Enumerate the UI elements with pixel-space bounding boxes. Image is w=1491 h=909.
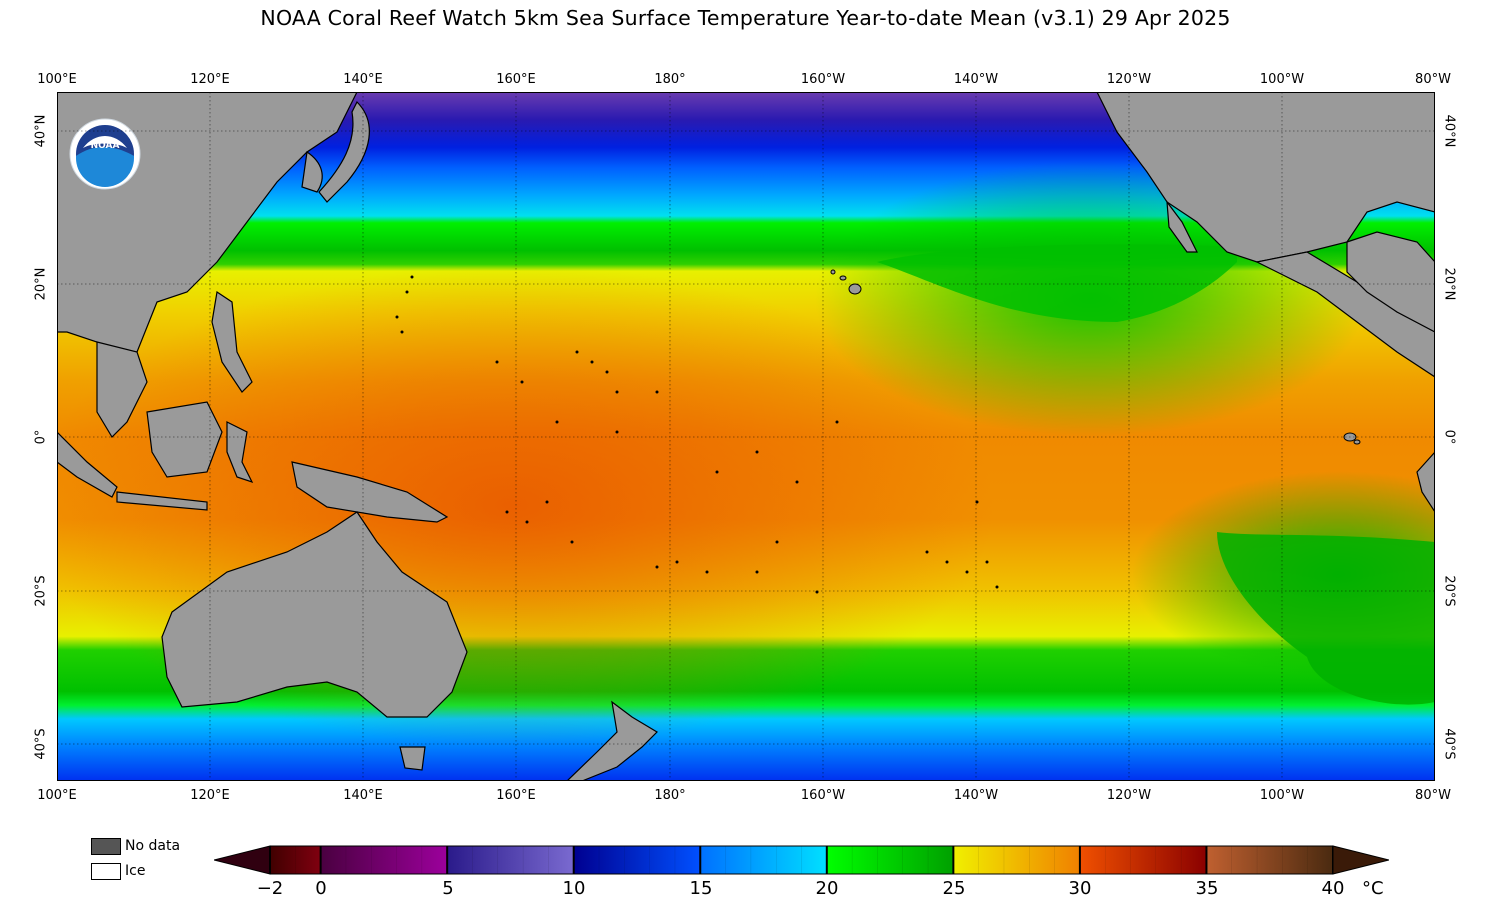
hawaii bbox=[830, 269, 862, 295]
colorbar-segment bbox=[447, 846, 574, 874]
galapagos bbox=[1343, 432, 1361, 445]
pacific-islands bbox=[395, 275, 999, 594]
colorbar-tick: 0 bbox=[315, 878, 327, 899]
central-america bbox=[1255, 251, 1435, 378]
colorbar-segment bbox=[1079, 846, 1207, 874]
map-title: NOAA Coral Reef Watch 5km Sea Surface Te… bbox=[260, 6, 1231, 30]
colorbar bbox=[214, 845, 1389, 875]
colorbar-tick: 20 bbox=[815, 878, 839, 899]
lon-label-top: 100°E bbox=[37, 72, 77, 87]
north-pacific-green-patch bbox=[877, 244, 1237, 322]
colorbar-tick: 40 bbox=[1321, 878, 1345, 899]
sumatra bbox=[57, 431, 118, 498]
mexico bbox=[1346, 231, 1435, 333]
colorbar-tick: 15 bbox=[689, 878, 713, 899]
lon-label-top: 120°E bbox=[190, 72, 230, 87]
lon-label-top: 140°W bbox=[953, 72, 999, 87]
lat-label-left: 40°S bbox=[33, 728, 49, 760]
ice-swatch bbox=[91, 863, 121, 880]
lon-label-bottom: 160°E bbox=[496, 788, 536, 803]
land bbox=[57, 92, 1435, 781]
australia bbox=[161, 511, 468, 718]
lon-label-top: 180° bbox=[654, 72, 686, 87]
indochina bbox=[96, 341, 148, 438]
lon-label-bottom: 140°E bbox=[343, 788, 383, 803]
colorbar-tick: −2 bbox=[256, 878, 284, 899]
lon-label-bottom: 80°W bbox=[1415, 788, 1451, 803]
colorbar-frame bbox=[269, 845, 1334, 875]
lon-label-bottom: 180° bbox=[654, 788, 686, 803]
new-guinea bbox=[291, 461, 449, 523]
lat-label-right: 20°N bbox=[1441, 267, 1457, 301]
korea bbox=[301, 150, 323, 193]
baja-california bbox=[1166, 199, 1198, 253]
colorbar-over-arrow bbox=[1332, 845, 1389, 875]
lat-label-right: 20°S bbox=[1441, 575, 1457, 607]
noaa-logo: NOAA bbox=[69, 118, 141, 190]
colorbar-segment bbox=[953, 846, 1080, 874]
south-america bbox=[1416, 451, 1435, 514]
lat-label-right: 0° bbox=[1441, 429, 1457, 445]
colorbar-tick: 10 bbox=[562, 878, 586, 899]
humboldt-cool-water bbox=[1217, 532, 1435, 705]
philippines bbox=[211, 290, 253, 393]
lat-label-right: 40°S bbox=[1441, 728, 1457, 760]
logo-text: NOAA bbox=[91, 141, 120, 151]
tasmania bbox=[399, 746, 426, 771]
lon-label-bottom: 140°W bbox=[953, 788, 999, 803]
lon-label-bottom: 160°W bbox=[800, 788, 846, 803]
lon-label-top: 160°E bbox=[496, 72, 536, 87]
lon-label-top: 140°E bbox=[343, 72, 383, 87]
japan bbox=[318, 100, 370, 203]
lat-label-left: 20°N bbox=[33, 267, 49, 301]
sst-map: NOAA bbox=[57, 92, 1435, 781]
java bbox=[116, 491, 208, 511]
graticule bbox=[57, 92, 1435, 781]
colorbar-tick: 25 bbox=[942, 878, 966, 899]
ice-label: Ice bbox=[125, 863, 146, 879]
lat-label-left: 40°N bbox=[33, 114, 49, 148]
lon-label-top: 160°W bbox=[800, 72, 846, 87]
lat-label-right: 40°N bbox=[1441, 114, 1457, 148]
map-frame bbox=[57, 92, 1435, 781]
lon-label-bottom: 100°E bbox=[37, 788, 77, 803]
lon-label-bottom: 120°E bbox=[190, 788, 230, 803]
lon-label-top: 120°W bbox=[1106, 72, 1152, 87]
colorbar-unit: °C bbox=[1362, 878, 1384, 899]
lon-label-bottom: 100°W bbox=[1259, 788, 1305, 803]
colorbar-tick: 5 bbox=[442, 878, 454, 899]
colorbar-segment bbox=[270, 846, 321, 874]
colorbar-segment bbox=[320, 846, 448, 874]
no-data-swatch bbox=[91, 838, 121, 855]
colorbar-segment bbox=[573, 846, 701, 874]
lat-label-left: 20°S bbox=[33, 575, 49, 607]
colorbar-tick: 30 bbox=[1068, 878, 1092, 899]
colorbar-segment bbox=[826, 846, 954, 874]
lon-label-bottom: 120°W bbox=[1106, 788, 1152, 803]
colorbar-segment bbox=[700, 846, 827, 874]
colorbar-tick: 35 bbox=[1195, 878, 1219, 899]
lon-label-top: 80°W bbox=[1415, 72, 1451, 87]
no-data-label: No data bbox=[125, 838, 181, 854]
lon-label-top: 100°W bbox=[1259, 72, 1305, 87]
new-zealand bbox=[566, 700, 658, 781]
colorbar-under-arrow bbox=[214, 845, 271, 875]
borneo bbox=[146, 401, 223, 478]
colorbar-segment bbox=[1206, 846, 1333, 874]
lat-label-left: 0° bbox=[33, 429, 49, 445]
